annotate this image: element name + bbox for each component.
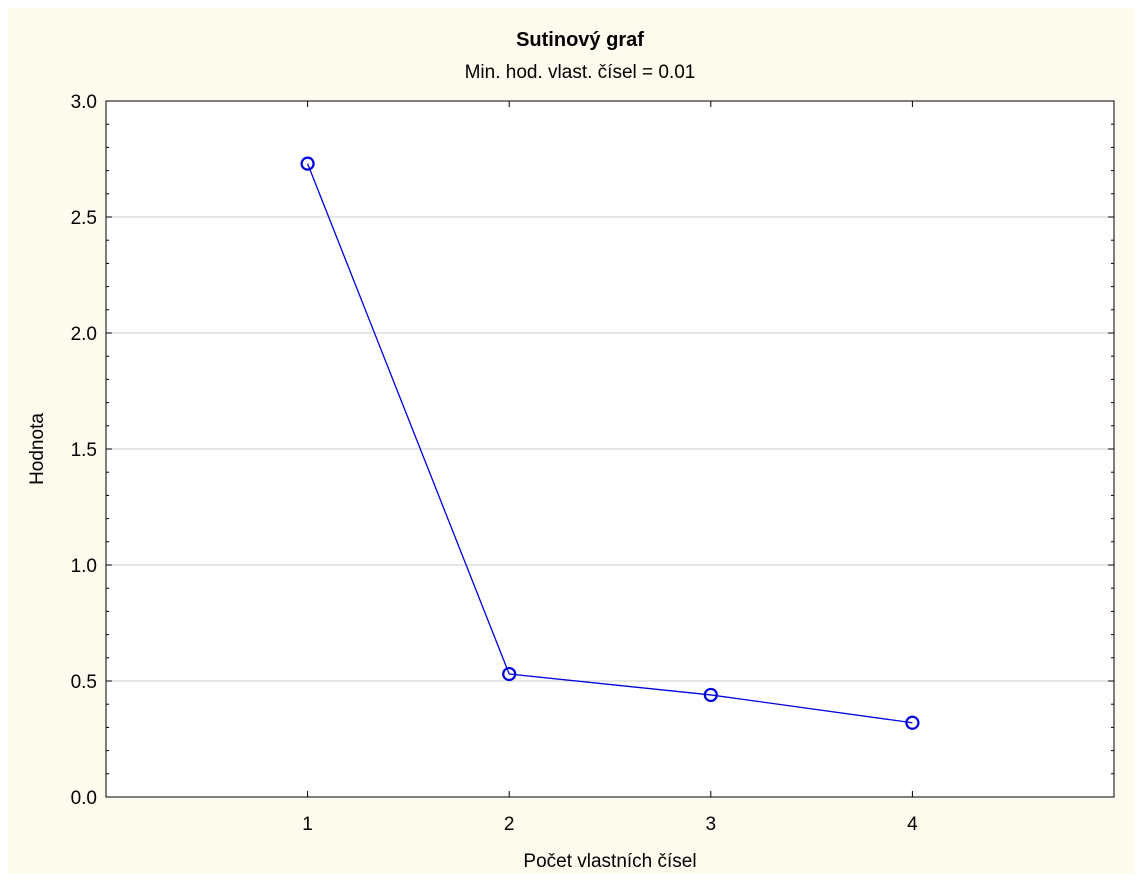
chart-svg: 0.0 0.5 1.0 1.5 2.0 2.5 3.0 1 2 3 4 Sutinový graf… <box>27 29 1115 872</box>
x-tick-label: 2 <box>504 814 515 835</box>
x-tick-label: 1 <box>302 814 313 835</box>
grid-lines <box>106 216 1114 682</box>
x-axis-ticks: 1 2 3 4 <box>302 101 918 835</box>
x-tick-label: 4 <box>907 814 918 835</box>
series-layer <box>300 156 920 730</box>
y-tick-label: 0.0 <box>71 788 97 809</box>
y-tick-label: 3.0 <box>71 92 97 113</box>
chart-frame: 0.0 0.5 1.0 1.5 2.0 2.5 3.0 1 2 3 4 Sutinový graf… <box>8 8 1134 874</box>
y-tick-label: 1.5 <box>71 440 97 461</box>
y-tick-label: 0.5 <box>71 672 97 693</box>
y-tick-label: 2.5 <box>71 208 97 229</box>
data-point <box>300 156 315 171</box>
chart-subtitle: Min. hod. vlast. čísel = 0.01 <box>465 62 696 83</box>
x-tick-label: 3 <box>706 814 717 835</box>
data-point <box>905 715 920 730</box>
y-tick-label: 1.0 <box>71 556 97 577</box>
data-point <box>502 666 517 682</box>
y-axis-ticks: 0.0 0.5 1.0 1.5 2.0 2.5 3.0 <box>71 92 1114 809</box>
chart-title: Sutinový graf <box>516 29 644 51</box>
series-line <box>306 163 913 724</box>
y-tick-label: 2.0 <box>71 324 97 345</box>
x-axis-label: Počet vlastních čísel <box>523 851 696 872</box>
data-point <box>703 687 718 703</box>
y-axis-label: Hodnota <box>27 413 48 485</box>
